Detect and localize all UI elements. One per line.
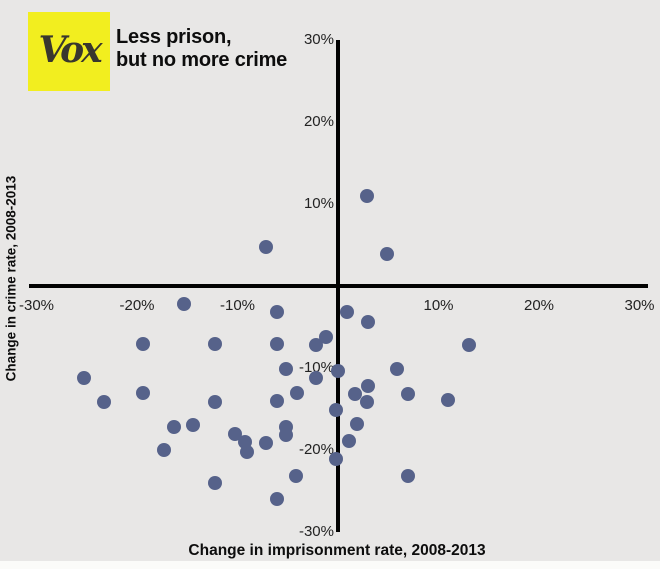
y-tick-label: -30% <box>298 523 334 541</box>
data-point <box>440 392 455 407</box>
data-point <box>348 387 363 402</box>
data-point <box>401 469 416 484</box>
data-point <box>328 452 343 467</box>
data-point <box>239 444 254 459</box>
y-axis-line <box>336 40 340 532</box>
data-point <box>361 315 376 330</box>
data-point <box>288 469 303 484</box>
data-point <box>177 297 192 312</box>
data-point <box>350 416 365 431</box>
data-point <box>269 337 284 352</box>
x-axis-title: Change in imprisonment rate, 2008-2013 <box>188 542 486 559</box>
vox-logo-text: Vox <box>38 28 102 71</box>
data-point <box>136 385 151 400</box>
data-point <box>269 393 284 408</box>
data-point <box>360 188 375 203</box>
data-point <box>318 329 333 344</box>
data-point <box>167 420 182 435</box>
data-point <box>269 492 284 507</box>
data-point <box>136 337 151 352</box>
y-tick-label: -10% <box>298 359 334 377</box>
data-point <box>269 305 284 320</box>
data-point <box>328 402 343 417</box>
x-tick-label: 20% <box>523 297 555 314</box>
x-tick-label: -20% <box>119 297 155 314</box>
data-point <box>157 443 172 457</box>
y-axis-title: Change in crime rate, 2008-2013 <box>3 175 19 382</box>
data-point <box>258 239 273 254</box>
data-point <box>208 394 223 409</box>
x-tick-label: -30% <box>18 297 55 314</box>
data-point <box>96 394 111 409</box>
y-tick-label: 20% <box>303 113 334 131</box>
data-point <box>308 338 323 353</box>
chart-title: Less prison, but no more crime <box>116 26 287 72</box>
data-point <box>258 435 273 450</box>
chart-title-line1: Less prison, <box>116 26 232 48</box>
data-point <box>278 361 293 376</box>
data-point <box>289 385 304 400</box>
data-point <box>401 387 416 402</box>
data-point <box>461 338 476 353</box>
y-tick-label: -20% <box>298 441 334 459</box>
data-point <box>208 337 223 352</box>
data-point <box>390 361 405 376</box>
y-tick-label: 10% <box>303 195 334 213</box>
data-point <box>361 379 376 394</box>
data-point <box>278 428 293 443</box>
data-point <box>340 305 355 320</box>
vox-logo: Vox <box>28 12 110 91</box>
data-point <box>360 394 375 409</box>
x-tick-label: 10% <box>423 297 454 314</box>
x-tick-label: -10% <box>219 297 256 314</box>
data-point <box>342 433 357 448</box>
bottom-margin <box>0 561 660 569</box>
y-tick-label: 30% <box>303 31 334 49</box>
data-point <box>208 475 223 490</box>
data-point <box>76 370 91 385</box>
x-tick-label: 30% <box>624 297 655 314</box>
chart-title-line2: but no more crime <box>116 49 288 71</box>
data-point <box>380 247 395 262</box>
data-point <box>331 364 345 379</box>
data-point <box>308 370 323 385</box>
data-point <box>186 418 201 433</box>
